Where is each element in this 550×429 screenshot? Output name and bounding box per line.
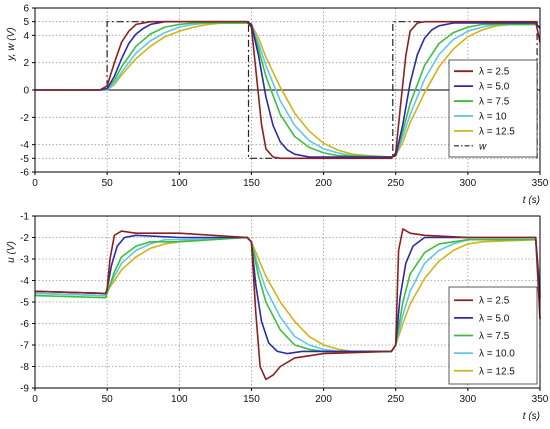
x-tick-label: 50 <box>102 178 114 189</box>
x-tick-label: 100 <box>171 394 188 405</box>
x-tick-label: 150 <box>243 394 260 405</box>
series-line <box>34 234 541 355</box>
y-axis-label: u (V) <box>6 241 17 263</box>
series-line <box>34 236 541 353</box>
legend-box <box>448 59 538 158</box>
chart-panel-2: 0 50 100 150 200 250 300 350 -9 -8 -7 -6 -5 -4 -3 -2 -1 u… <box>6 212 549 423</box>
x-tick-label: 100 <box>171 178 188 189</box>
legend-label: λ = 10 <box>479 111 507 122</box>
y-tick-label: 5 <box>23 17 29 28</box>
y-tick-label: 6 <box>23 4 29 15</box>
legend-label: λ = 5.0 <box>479 82 510 93</box>
legend-label: λ = 12.5 <box>479 366 515 377</box>
x-tick-label: 200 <box>315 394 332 405</box>
legend-label: λ = 5.0 <box>479 313 510 324</box>
legend-label: λ = 2.5 <box>479 296 510 307</box>
x-tick-label: 150 <box>243 178 260 189</box>
series-line <box>34 236 541 353</box>
y-tick-label: -8 <box>20 362 29 373</box>
series-line <box>35 22 541 158</box>
legend-label: λ = 2.5 <box>479 67 510 78</box>
y-tick-label: -4 <box>20 140 29 151</box>
x-tick-label: 350 <box>532 178 549 189</box>
x-tick-label: 350 <box>532 394 549 405</box>
y-tick-label: -4 <box>20 276 29 287</box>
y-axis-label: y, w (V) <box>6 27 17 61</box>
y-tick-label: 0 <box>23 86 29 97</box>
x-tick-label: 0 <box>32 394 38 405</box>
legend: λ = 2.5 λ = 5.0 λ = 7.5 λ = 10 λ = 12.5 w <box>448 59 538 158</box>
x-tick-label: 300 <box>460 394 477 405</box>
series-line <box>35 20 541 158</box>
series-line <box>34 236 541 353</box>
legend-label: λ = 12.5 <box>479 126 515 137</box>
y-tick-label: -3 <box>20 255 29 266</box>
y-tick-label: -9 <box>20 384 29 395</box>
legend: λ = 2.5 λ = 5.0 λ = 7.5 λ = 10.0 λ = 12.5 <box>448 286 538 385</box>
x-tick-label: 250 <box>387 178 404 189</box>
series-line <box>35 22 541 158</box>
series-line <box>34 228 541 381</box>
y-tick-label: -2 <box>20 233 29 244</box>
y-tick-label: -6 <box>20 319 29 330</box>
x-tick-label: 300 <box>460 178 477 189</box>
legend-label: λ = 10.0 <box>479 349 515 360</box>
x-tick-label: 0 <box>32 178 38 189</box>
legend-label: λ = 7.5 <box>479 97 510 108</box>
legend-label: w <box>479 141 487 152</box>
legend-label: λ = 7.5 <box>479 331 510 342</box>
y-tick-label: -5 <box>20 154 29 165</box>
x-tick-label: 200 <box>315 178 332 189</box>
y-tick-label: -6 <box>20 168 29 179</box>
y-tick-label: -7 <box>20 341 29 352</box>
y-tick-label: 2 <box>23 58 29 69</box>
x-axis-label: t (s) <box>523 411 540 422</box>
x-tick-label: 250 <box>387 394 404 405</box>
x-axis-label: t (s) <box>523 195 540 206</box>
y-tick-label: -1 <box>20 212 29 223</box>
y-tick-label: 4 <box>23 31 29 42</box>
series-line <box>35 22 541 158</box>
y-tick-label: -2 <box>20 113 29 124</box>
chart-panel-1: 0 50 100 150 200 250 300 350 -6 -5 -4 -2 0 2 4 5 6 y, w (… <box>6 4 549 207</box>
x-tick-label: 50 <box>102 394 114 405</box>
series-line <box>35 20 541 160</box>
y-tick-label: -5 <box>20 298 29 309</box>
